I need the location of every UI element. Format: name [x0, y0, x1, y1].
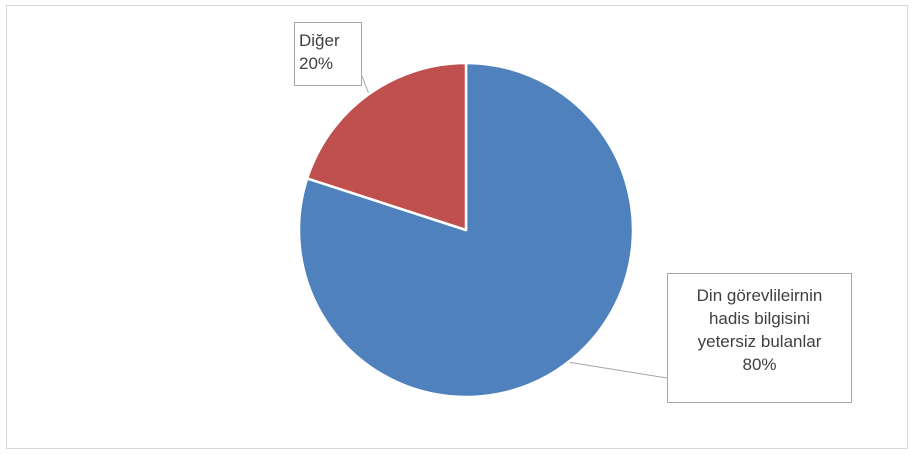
data-label-line: hadis bilgisini [708, 309, 811, 328]
data-label-percent: 20% [299, 54, 334, 73]
data-label-line: yetersiz bulanlar [697, 332, 822, 351]
pie-chart [297, 61, 668, 399]
pie-slices [297, 61, 635, 399]
pie-slice-1 [305, 61, 468, 232]
data-label-line: Din görevlileirnin [696, 286, 823, 305]
leader-line-din-gorevlileri [561, 360, 668, 379]
pie-slice-0 [297, 61, 635, 399]
data-label-diger: Diğer 20% [294, 22, 362, 86]
data-label-din-gorevlileri: Din görevlileirnin hadis bilgisini yeter… [667, 273, 852, 403]
data-label-percent: 80% [742, 355, 777, 374]
chart-area: Din görevlileirnin hadis bilgisini yeter… [6, 5, 908, 449]
data-label-line: Diğer [299, 31, 340, 50]
